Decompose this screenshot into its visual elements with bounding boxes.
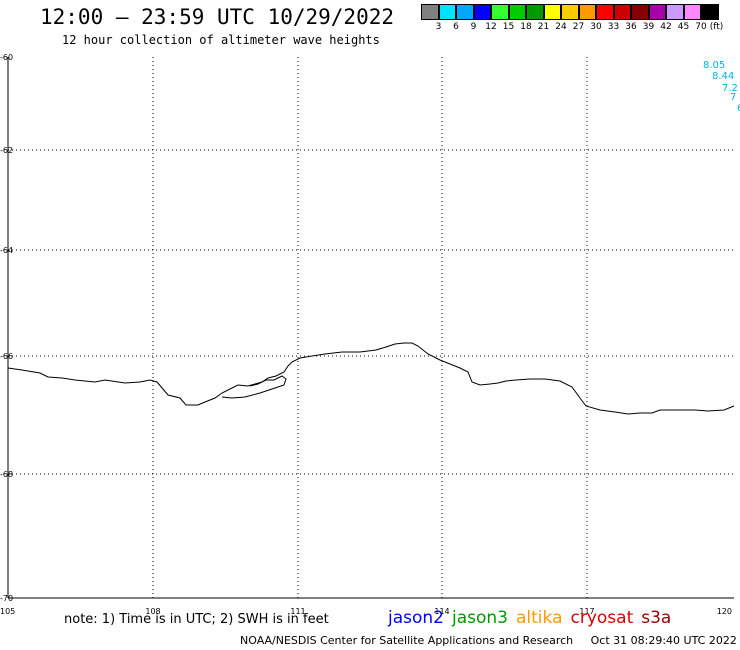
scale-swatch (473, 4, 491, 20)
scale-swatch (578, 4, 596, 20)
lon-tick-label: 108 (145, 607, 160, 616)
scale-swatch (421, 4, 439, 20)
scale-swatch (701, 4, 719, 20)
lon-tick-label: 114 (434, 607, 449, 616)
scale-label: 15 (502, 22, 515, 32)
satellite-altika: altika (516, 608, 563, 628)
lat-tick-label: -60 (0, 53, 13, 62)
scale-label: 42 (660, 22, 672, 32)
scale-label: 33 (607, 22, 620, 32)
wave-height-label: 8.44 (712, 71, 734, 82)
scale-label: 39 (642, 22, 655, 32)
antarctic-coastline (7, 342, 735, 415)
satellite-legend: jason2 jason3 altika cryosat s3a (388, 608, 679, 628)
scale-label: 27 (572, 22, 585, 32)
scale-label: 18 (520, 22, 532, 32)
scale-label: 24 (555, 22, 567, 32)
scale-swatch (491, 4, 509, 20)
scale-swatch (666, 4, 684, 20)
scale-swatch (596, 4, 614, 20)
scale-swatch (543, 4, 561, 20)
scale-label: 45 (677, 22, 690, 32)
scale-label: 9 (470, 22, 477, 32)
scale-label: 6 (453, 22, 459, 32)
lon-tick-label: 105 (0, 607, 15, 616)
lon-tick-label: 111 (290, 607, 305, 616)
lat-tick-label: -66 (0, 352, 13, 361)
scale-label: 70 (695, 22, 707, 32)
footer-note: note: 1) Time is in UTC; 2) SWH is in fe… (64, 612, 329, 627)
scale-swatch (456, 4, 474, 20)
coastline-inlet (221, 375, 287, 399)
lat-tick-label: -70 (0, 594, 13, 603)
scale-swatch (648, 4, 666, 20)
scale-label: 21 (537, 22, 550, 32)
map-subtitle: 12 hour collection of altimeter wave hei… (62, 33, 380, 47)
scale-swatch (613, 4, 631, 20)
map-title: 12:00 — 23:59 UTC 10/29/2022 (40, 5, 395, 29)
scale-unit: (ft) (709, 22, 724, 32)
scale-label: 3 (435, 22, 442, 32)
lon-tick-label: 117 (579, 607, 594, 616)
lat-tick-label: -68 (0, 470, 13, 479)
scale-swatch (631, 4, 649, 20)
credit-text: NOAA/NESDIS Center for Satellite Applica… (240, 634, 574, 647)
lat-tick-label: -64 (0, 246, 13, 255)
satellite-jason2: jason2 (388, 608, 444, 628)
scale-swatch (561, 4, 579, 20)
satellite-cryosat: cryosat (570, 608, 634, 628)
wave-height-label: 7.2 (722, 83, 738, 94)
lon-tick-label: 120 (717, 607, 732, 616)
scale-swatch (438, 4, 456, 20)
scale-swatch (683, 4, 701, 20)
scale-label: 12 (485, 22, 497, 32)
satellite-s3a: s3a (641, 608, 672, 628)
wave-height-label: 6 (737, 103, 740, 114)
scale-swatch (508, 4, 526, 20)
satellite-jason3: jason3 (452, 608, 508, 628)
scale-label: 30 (590, 22, 602, 32)
scale-swatch (526, 4, 544, 20)
wave-height-label: 7 (730, 92, 736, 103)
credit-line: NOAA/NESDIS Center for Satellite Applica… (240, 634, 737, 647)
generated-timestamp: Oct 31 08:29:40 UTC 2022 (590, 634, 737, 647)
wave-height-label: 8.05 (703, 60, 725, 71)
scale-label: 36 (625, 22, 637, 32)
lat-tick-label: -62 (0, 146, 13, 155)
